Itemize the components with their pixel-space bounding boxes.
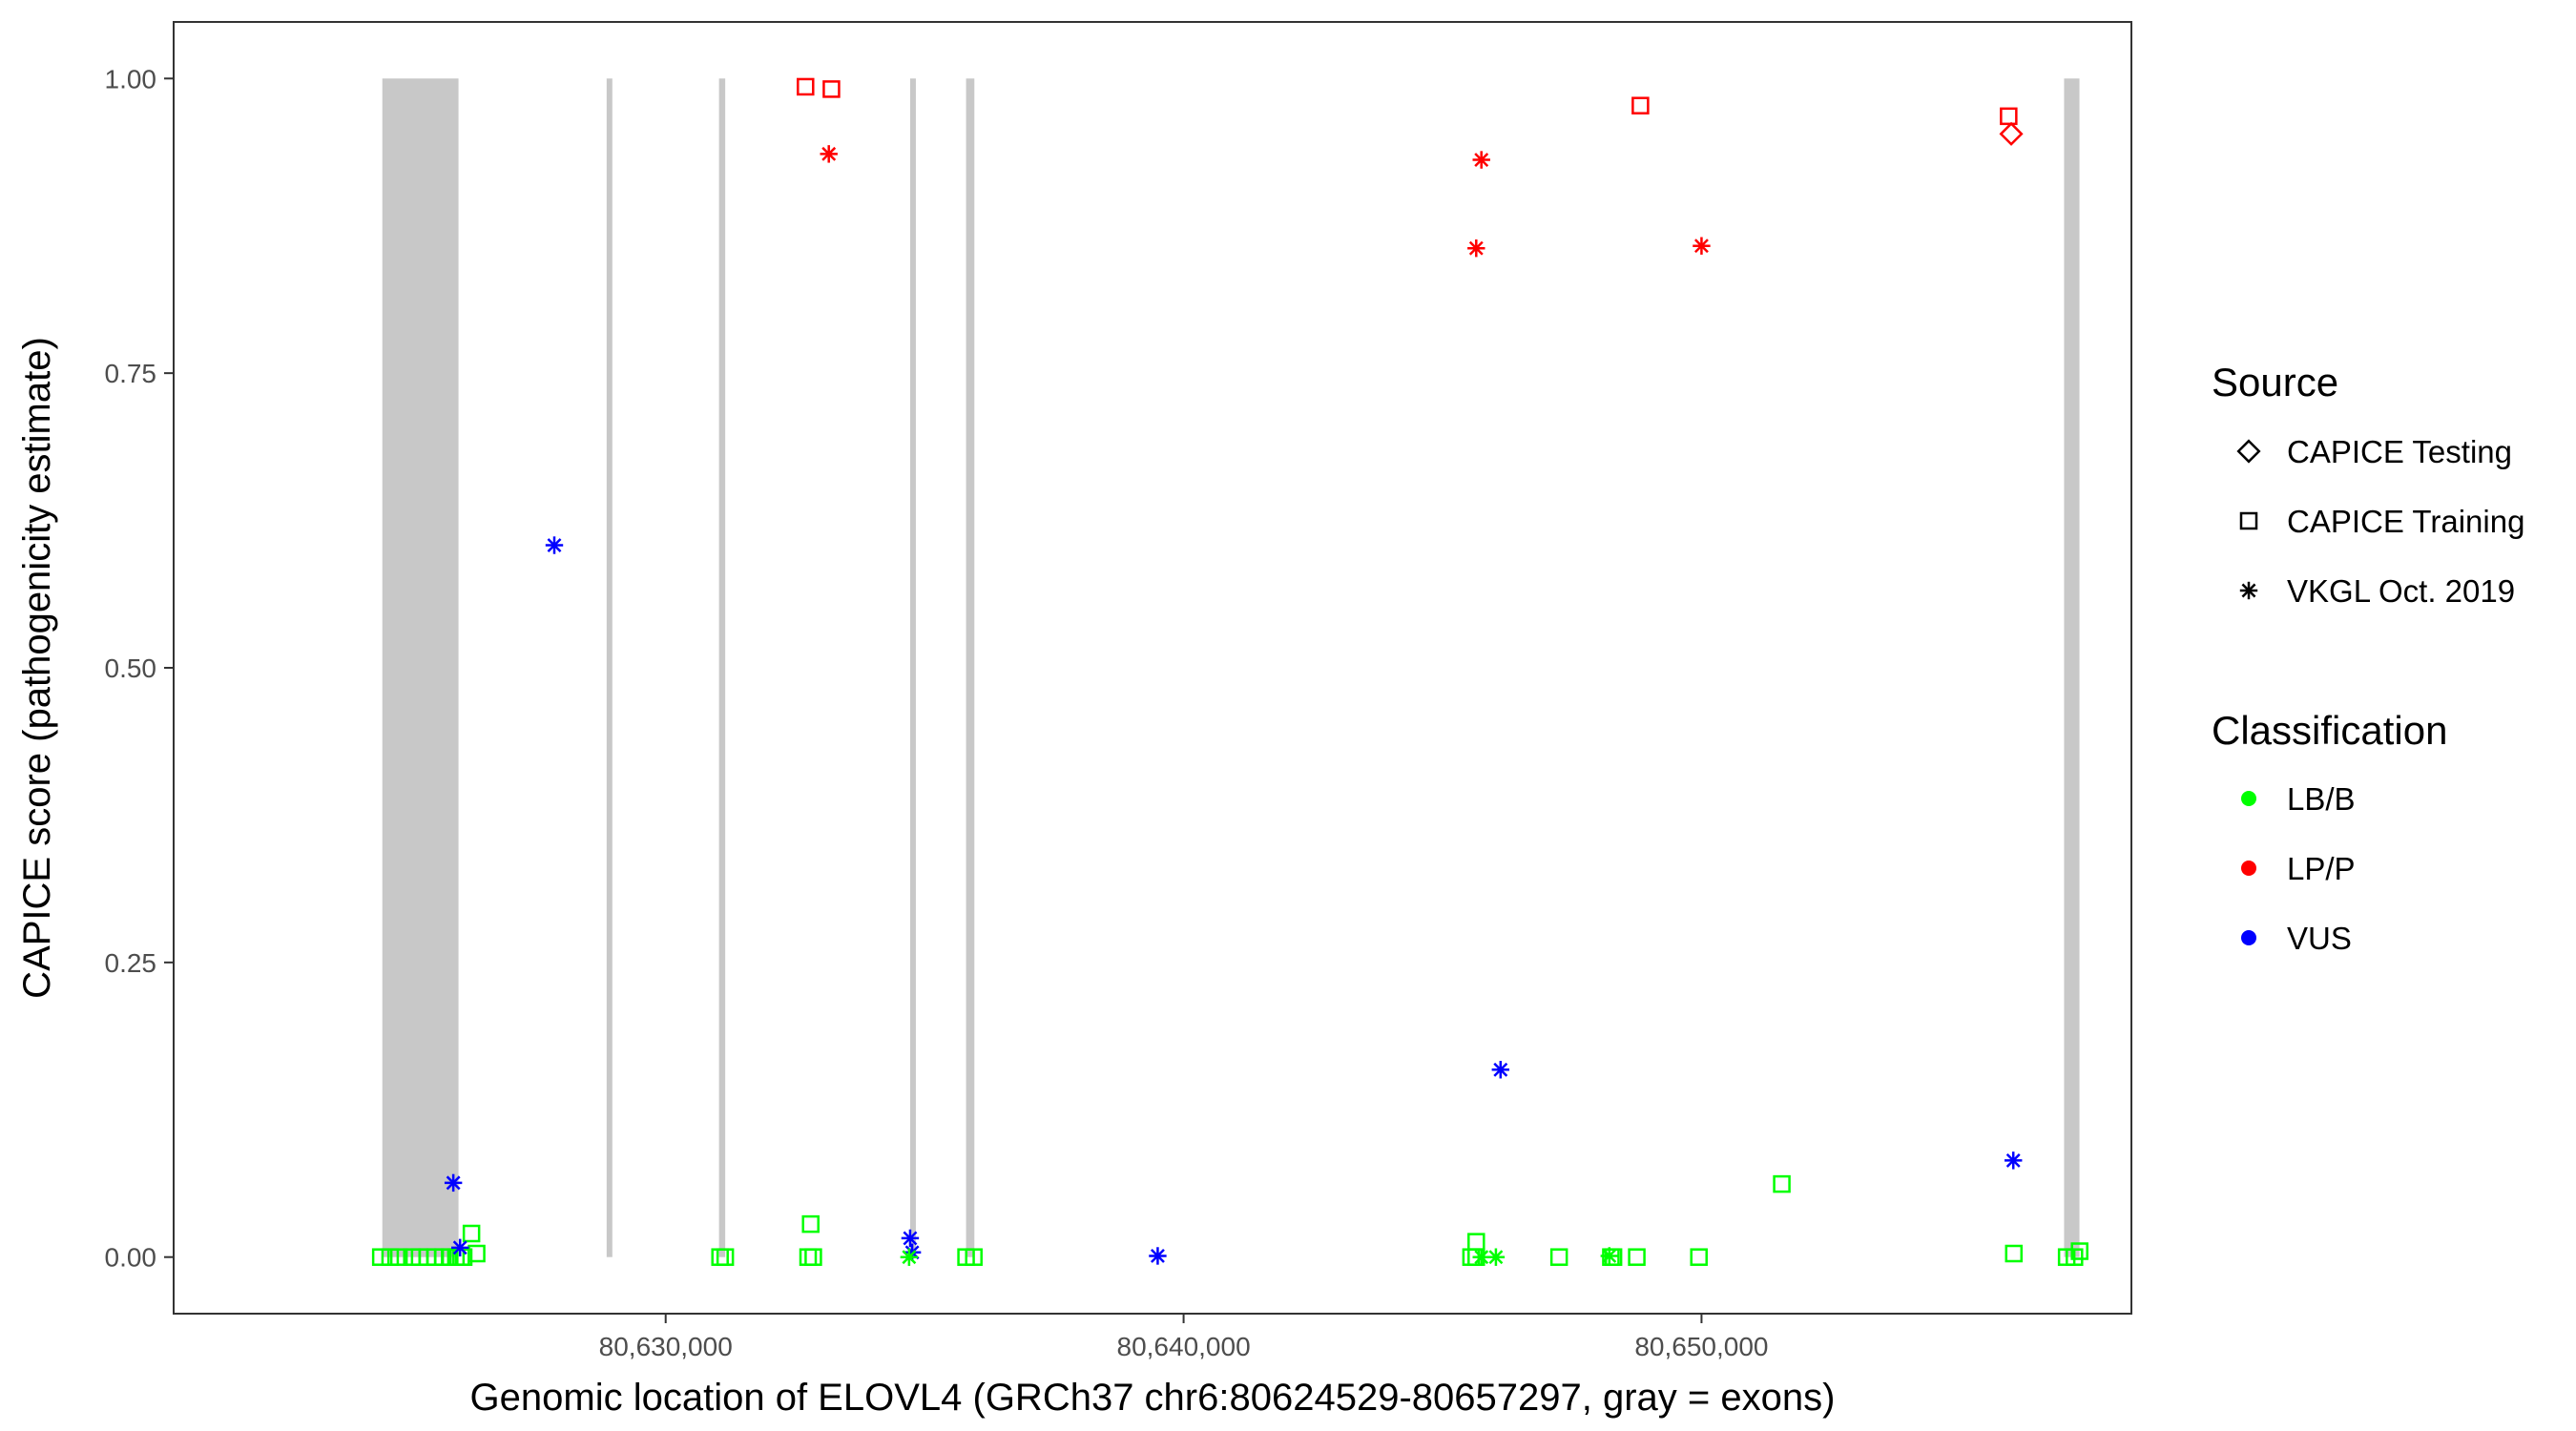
x-tick-label-3: 80,650,000 [1634,1332,1768,1361]
data-point-45 [444,1173,463,1192]
data-point-39 [1999,121,2024,146]
legend-source-title: Source [2212,360,2338,404]
data-point-18 [804,1248,822,1266]
legend-key-diamond [2236,439,2261,464]
data-point-31 [2005,1244,2024,1263]
data-point-54 [1486,1248,1506,1266]
x-tick-label-1: 80,630,000 [599,1332,733,1361]
legend-source-label-1: CAPICE Testing [2287,434,2512,469]
data-point-37 [1631,96,1650,114]
data-point-25 [1549,1248,1568,1266]
data-point-1 [371,1248,390,1266]
data-point-16 [716,1248,735,1266]
legend-classification-title: Classification [2212,708,2447,753]
y-axis-title: CAPICE score (pathogenicity estimate) [16,337,58,999]
y-tick-label-2: 0.25 [105,948,157,978]
exon-band-6 [2064,78,2080,1257]
legend-key-asterisk [2239,581,2258,600]
data-point-55 [1600,1247,1618,1265]
data-point-40 [820,145,838,163]
exon-band-1 [382,78,459,1257]
legend-key-square [2239,511,2258,530]
data-point-36 [822,80,841,98]
data-point-19 [801,1214,820,1234]
y-tick-label-5: 1.00 [105,64,157,93]
data-point-28 [1628,1248,1646,1266]
data-point-52 [900,1248,919,1266]
y-tick-label-1: 0.00 [105,1243,157,1273]
legend-source-label-2: CAPICE Training [2287,504,2524,539]
exon-band-5 [966,78,975,1257]
data-points [371,77,2088,1266]
data-point-50 [1491,1061,1509,1079]
legend-key-dot-1 [2241,791,2256,806]
exon-band-3 [718,78,726,1257]
data-point-41 [1472,151,1490,169]
legend-key-dot-3 [2241,930,2256,945]
data-point-29 [1690,1248,1708,1266]
data-point-21 [965,1248,983,1266]
exon-band-2 [606,78,613,1257]
data-point-35 [797,77,815,96]
x-tick-label-2: 80,640,000 [1117,1332,1251,1361]
legend-class-label-1: LB/B [2287,781,2356,817]
legend-class-label-3: VUS [2287,921,2352,956]
data-point-34 [2070,1242,2088,1260]
exon-bands [382,78,2080,1257]
exon-band-4 [909,78,916,1257]
data-point-43 [1693,237,1711,255]
y-axis: 0.00 0.25 0.50 0.75 1.00 [105,64,174,1273]
legend-source-label-3: VKGL Oct. 2019 [2287,573,2515,609]
data-point-51 [2005,1151,2023,1170]
legend-key-dot-2 [2241,861,2256,876]
data-point-12 [454,1248,473,1266]
x-axis: 80,630,000 80,640,000 80,650,000 [599,1314,1768,1361]
data-point-3 [389,1248,408,1266]
legend-source-items: CAPICE Testing CAPICE Training VKGL Oct. 2… [2236,434,2524,609]
data-point-33 [2066,1248,2084,1266]
data-point-44 [545,536,564,554]
y-tick-label-3: 0.50 [105,653,157,683]
y-tick-label-4: 0.75 [105,359,157,388]
data-point-24 [1467,1233,1485,1251]
data-point-42 [1467,238,1485,258]
data-point-49 [1149,1247,1167,1265]
x-axis-title: Genomic location of ELOVL4 (GRCh37 chr6:… [470,1377,1836,1419]
data-point-46 [451,1238,469,1257]
data-point-38 [2000,107,2018,126]
data-point-30 [1773,1174,1791,1193]
legend-class-items: LB/B LP/P VUS [2241,781,2356,956]
data-point-14 [467,1244,486,1263]
data-point-13 [462,1224,481,1243]
data-point-47 [901,1229,920,1248]
legend-class-label-2: LP/P [2287,851,2356,886]
legend: Source CAPICE Testing CAPICE Training VKGL… [2212,360,2524,956]
